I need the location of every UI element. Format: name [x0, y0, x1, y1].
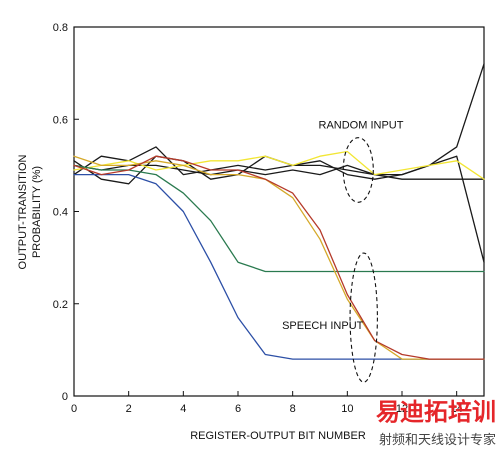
plot-frame [73, 26, 485, 397]
y-tick-label: 0 [62, 391, 68, 403]
x-tick-label: 2 [126, 403, 132, 415]
y-tick-label: 0.2 [53, 299, 68, 311]
x-tick-label: 0 [71, 403, 77, 415]
y-tick-label: 0.6 [53, 114, 68, 126]
x-axis-title: REGISTER-OUTPUT BIT NUMBER [190, 430, 366, 442]
tick-layer: 0 2 4 6 8 10 12 14 0 0.2 0.4 0.6 0.8 [53, 22, 463, 415]
ellipse-layer [342, 137, 378, 383]
annotation-label-1: RANDOM INPUT [319, 119, 404, 131]
series-line-4 [73, 150, 485, 180]
x-tick-label: 10 [341, 403, 353, 415]
series-line-8 [73, 155, 485, 360]
series-line-5 [73, 173, 485, 360]
series-line-3 [73, 155, 485, 263]
callout-ellipse-1 [342, 137, 374, 203]
series-line-6 [73, 164, 485, 273]
watermark: 易迪拓培训 射频和天线设计专家 [376, 398, 496, 448]
annotation-label-2: SPEECH INPUT [282, 320, 364, 332]
watermark-title: 易迪拓培训 [376, 398, 496, 426]
y-tick-label: 0.4 [53, 207, 68, 219]
callout-ellipse-2 [349, 252, 378, 383]
watermark-subtitle: 射频和天线设计专家 [379, 432, 496, 448]
x-tick-label: 4 [180, 403, 186, 415]
series-layer [73, 63, 485, 360]
x-tick-label: 6 [235, 403, 241, 415]
series-line-1 [73, 63, 485, 180]
plot-area [73, 26, 485, 397]
y-tick-label: 0.8 [53, 22, 68, 34]
x-tick-label: 8 [290, 403, 296, 415]
annotation-layer: RANDOM INPUT SPEECH INPUT [282, 119, 404, 332]
y-axis-title-line2: PROBABILITY (%) [31, 166, 43, 258]
y-axis-title-line1: OUTPUT-TRANSITION [17, 155, 29, 270]
x-tick-label: 12 [396, 403, 408, 415]
x-tick-label: 14 [451, 403, 463, 415]
